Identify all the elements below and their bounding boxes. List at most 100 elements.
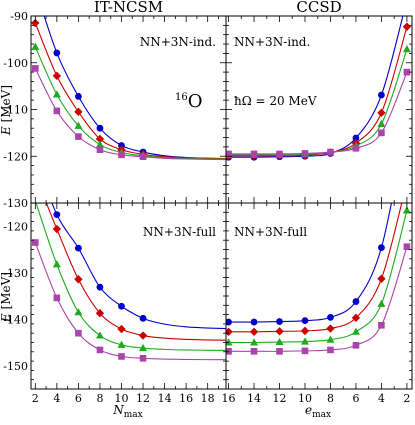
data-point <box>75 329 82 337</box>
series-line <box>34 22 226 160</box>
data-point <box>402 206 411 214</box>
data-point <box>404 0 411 3</box>
nucleus-symbol: O <box>188 91 203 112</box>
x-axis-symbol: e <box>305 403 312 417</box>
data-point <box>138 331 148 340</box>
x-tick-label: 16 <box>222 392 236 405</box>
data-point <box>139 343 148 352</box>
column-title: CCSD <box>296 0 341 16</box>
y-axis-unit: [MeV] <box>0 272 13 313</box>
data-point <box>276 318 283 325</box>
data-point <box>403 243 411 251</box>
data-point <box>226 348 232 355</box>
nucleus-mass-number: 16 <box>175 92 188 103</box>
data-point <box>300 337 309 345</box>
y-axis-symbol: E <box>0 313 13 323</box>
annotation-interaction: NN+3N-ind. <box>140 35 216 49</box>
x-axis-subscript: max <box>124 410 143 420</box>
data-point <box>226 327 233 337</box>
data-point <box>226 150 232 158</box>
series-group <box>226 0 412 161</box>
data-point <box>327 346 334 354</box>
series-group <box>31 16 226 161</box>
data-point <box>351 313 361 323</box>
data-point <box>326 335 335 343</box>
data-point <box>117 324 126 334</box>
data-point <box>301 150 309 157</box>
y-tick-label: -90 <box>10 10 28 23</box>
series-line <box>34 68 226 161</box>
x-axis-subscript: max <box>312 410 331 420</box>
annotation-frequency: ħΩ = 20 MeV <box>234 94 317 108</box>
data-point <box>52 90 61 98</box>
series-group <box>31 203 226 362</box>
chart-panel-top-left <box>30 15 227 204</box>
annotation-nucleus: 16O <box>175 91 203 112</box>
data-point <box>96 124 104 132</box>
data-point <box>53 49 61 57</box>
x-tick-label: 4 <box>53 392 60 405</box>
data-point <box>118 151 125 159</box>
data-point <box>118 353 125 360</box>
y-tick-label: -120 <box>3 150 28 163</box>
y-tick-label-shared: -130 <box>3 197 28 210</box>
x-axis-symbol: N <box>112 403 124 417</box>
series-line <box>34 242 226 361</box>
x-tick-label: 12 <box>273 392 287 405</box>
series-line <box>45 203 226 341</box>
data-point <box>250 150 258 158</box>
y-tick-label: -140 <box>3 313 28 326</box>
data-point <box>53 294 61 302</box>
data-point <box>75 133 82 140</box>
x-tick-label: 14 <box>158 392 172 405</box>
data-point <box>118 302 125 310</box>
data-point <box>74 107 83 117</box>
data-point <box>32 239 39 246</box>
data-point <box>118 142 125 149</box>
x-tick-label: 2 <box>403 392 410 405</box>
data-point <box>250 348 258 355</box>
data-point <box>31 42 40 50</box>
y-tick-label: -100 <box>3 57 28 70</box>
data-point <box>352 145 360 152</box>
series-line <box>35 203 226 351</box>
data-point <box>250 318 258 326</box>
data-point <box>275 327 284 336</box>
data-point <box>95 309 105 318</box>
data-point <box>250 338 259 346</box>
data-point <box>402 22 412 31</box>
x-tick-label: 8 <box>327 392 334 405</box>
series-group <box>226 203 411 355</box>
series-line <box>43 16 226 160</box>
x-tick-label: 18 <box>201 392 215 405</box>
data-point <box>326 324 335 333</box>
data-point <box>139 355 147 362</box>
x-tick-label: 6 <box>352 392 359 405</box>
data-point <box>95 140 104 148</box>
x-tick-label: 12 <box>136 392 150 405</box>
data-point <box>352 298 360 305</box>
data-point <box>352 341 360 349</box>
series-line <box>51 203 226 330</box>
y-tick-label: -110 <box>3 104 28 117</box>
data-point <box>377 108 386 117</box>
x-axis-label: emax <box>305 403 331 420</box>
data-point <box>226 338 233 346</box>
data-point <box>96 283 104 291</box>
x-tick-label: 14 <box>247 392 261 405</box>
y-axis-label: E [MeV] <box>0 85 13 136</box>
data-point <box>249 327 259 337</box>
y-tick-label: -130 <box>3 267 28 280</box>
data-point <box>139 153 147 161</box>
data-point <box>52 260 61 268</box>
x-tick-label: 10 <box>298 392 312 405</box>
data-point <box>301 347 309 355</box>
y-tick-label: -120 <box>3 220 28 233</box>
series-line <box>228 246 408 352</box>
data-point <box>300 326 310 336</box>
data-point <box>402 44 411 53</box>
chart-panel-bottom-left <box>30 202 227 390</box>
data-point <box>53 107 61 115</box>
data-point <box>95 331 104 339</box>
x-tick-label: 2 <box>32 392 39 405</box>
